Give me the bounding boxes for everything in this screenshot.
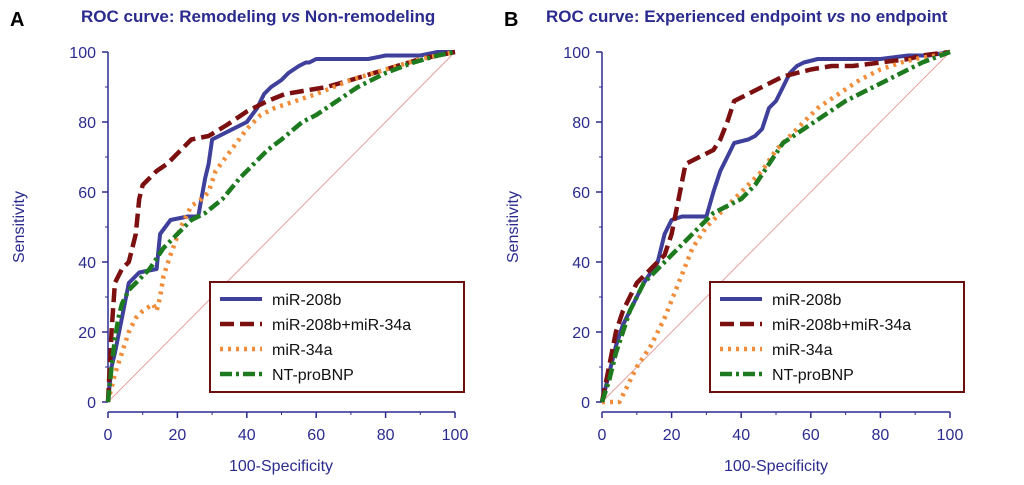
legend-label: miR-34a bbox=[772, 342, 833, 359]
x-axis-label: 100-Specificity bbox=[724, 458, 828, 475]
legend-label: NT-proBNP bbox=[772, 367, 854, 384]
y-tick-label: 80 bbox=[572, 115, 590, 132]
chart-title-part: no endpoint bbox=[845, 7, 947, 26]
y-tick-label: 100 bbox=[563, 45, 590, 62]
x-tick-label: 80 bbox=[377, 427, 395, 444]
legend-label: NT-proBNP bbox=[272, 367, 354, 384]
y-tick-label: 0 bbox=[581, 395, 590, 412]
chart-title-part: vs bbox=[281, 7, 300, 26]
x-tick-label: 60 bbox=[307, 427, 325, 444]
y-axis-label: Sensitivity bbox=[505, 191, 522, 263]
legend: miR-208b miR-208b+miR-34a miR-34a NT-proBNP bbox=[209, 281, 465, 393]
legend: miR-208b miR-208b+miR-34a miR-34a NT-proBNP bbox=[709, 281, 965, 393]
roc-series-mir-208b bbox=[106, 50, 455, 403]
roc-panel-b: B ROC curve: Experienced endpoint vs no e… bbox=[504, 7, 965, 475]
chart-title: ROC curve: Remodeling vs Non-remodeling bbox=[81, 7, 435, 26]
legend-label: miR-34a bbox=[272, 342, 333, 359]
y-tick-label: 20 bbox=[78, 325, 96, 342]
roc-series-mir-208b-mir-34a bbox=[599, 49, 951, 403]
roc-panel-a: A ROC curve: Remodeling vs Non-remodeling… bbox=[10, 7, 468, 475]
chart-title-part: vs bbox=[827, 7, 846, 26]
y-axis-label: Sensitivity bbox=[11, 191, 28, 263]
x-tick-label: 60 bbox=[802, 427, 820, 444]
y-tick-label: 40 bbox=[78, 255, 96, 272]
chart-title-part: ROC curve: Experienced endpoint bbox=[546, 7, 827, 26]
x-tick-label: 40 bbox=[238, 427, 256, 444]
roc-series-mir-34a bbox=[105, 49, 456, 403]
x-tick-label: 20 bbox=[169, 427, 187, 444]
legend-label: miR-208b bbox=[772, 292, 841, 309]
chart-title: ROC curve: Experienced endpoint vs no en… bbox=[546, 7, 948, 26]
y-tick-label: 20 bbox=[572, 325, 590, 342]
chart-title-part: Non-remodeling bbox=[300, 7, 435, 26]
x-tick-label: 0 bbox=[104, 427, 113, 444]
x-tick-label: 40 bbox=[732, 427, 750, 444]
diagonal-reference-line bbox=[601, 51, 951, 403]
y-tick-label: 60 bbox=[572, 185, 590, 202]
chart-title-part: ROC curve: Remodeling bbox=[81, 7, 281, 26]
panel-letter: A bbox=[10, 9, 24, 31]
legend-label: miR-208b+miR-34a bbox=[772, 317, 911, 334]
y-tick-label: 60 bbox=[78, 185, 96, 202]
y-tick-label: 100 bbox=[69, 45, 96, 62]
x-tick-label: 100 bbox=[442, 427, 469, 444]
roc-series-nt-probnp bbox=[599, 49, 951, 403]
roc-series-mir-34a bbox=[602, 49, 951, 405]
x-tick-label: 20 bbox=[663, 427, 681, 444]
legend-label: miR-208b bbox=[272, 292, 341, 309]
roc-series-nt-probnp bbox=[105, 49, 456, 403]
diagonal-reference-line bbox=[107, 51, 456, 403]
x-tick-label: 0 bbox=[598, 427, 607, 444]
legend-label: miR-208b+miR-34a bbox=[272, 317, 411, 334]
x-tick-label: 80 bbox=[872, 427, 890, 444]
y-tick-label: 80 bbox=[78, 115, 96, 132]
x-axis-label: 100-Specificity bbox=[229, 458, 333, 475]
x-tick-label: 100 bbox=[937, 427, 964, 444]
panel-letter: B bbox=[504, 9, 518, 31]
y-tick-label: 0 bbox=[87, 395, 96, 412]
y-tick-label: 40 bbox=[572, 255, 590, 272]
